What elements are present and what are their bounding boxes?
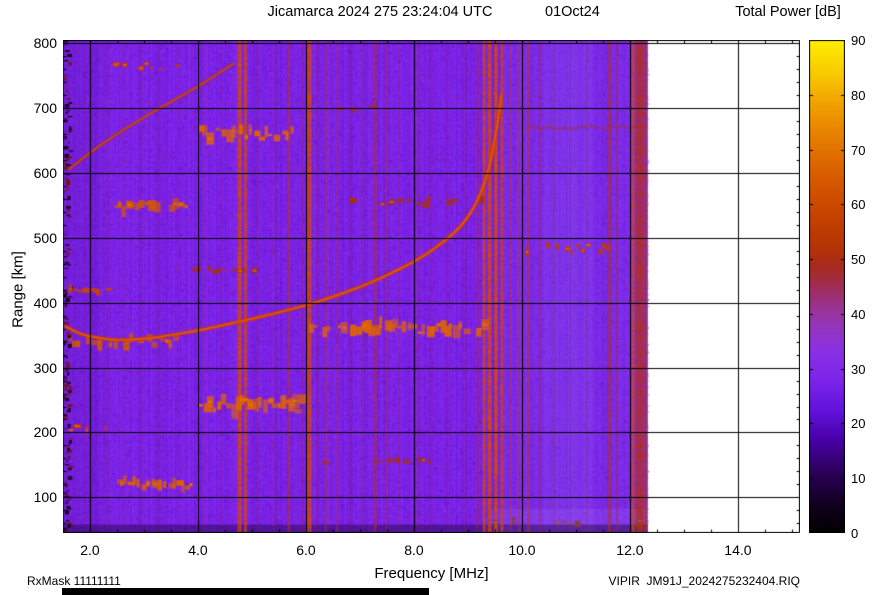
x-tick-label: 6.0 xyxy=(296,542,316,558)
colorbar-tick-label: 0 xyxy=(851,526,859,541)
x-tick-label: 12.0 xyxy=(616,542,644,558)
data-file-label: VIPIR JM91J_2024275232404.RIQ xyxy=(608,574,800,588)
x-tick-label: 8.0 xyxy=(404,542,424,558)
x-tick-label: 10.0 xyxy=(508,542,536,558)
ionogram-heatmap xyxy=(63,40,800,533)
y-tick-label: 100 xyxy=(33,489,57,506)
y-tick-label: 700 xyxy=(33,100,57,117)
colorbar-gradient xyxy=(809,40,845,533)
y-tick-label: 400 xyxy=(33,294,57,311)
x-tick-label: 4.0 xyxy=(188,542,208,558)
y-tick-label: 200 xyxy=(33,424,57,441)
x-axis-label: Frequency [MHz] xyxy=(374,565,489,582)
colorbar-tick-label: 70 xyxy=(851,142,866,158)
colorbar-title: Total Power [dB] xyxy=(735,4,841,20)
y-tick-label: 500 xyxy=(33,229,57,246)
plot-date: 01Oct24 xyxy=(545,4,600,20)
x-tick-label: 2.0 xyxy=(80,542,100,558)
y-tick-label: 600 xyxy=(33,164,57,181)
colorbar-tick-label: 60 xyxy=(851,197,866,213)
y-tick-label: 300 xyxy=(33,359,57,376)
colorbar-tick-label: 50 xyxy=(851,252,866,268)
colorbar-tick-label: 20 xyxy=(851,416,866,432)
y-tick-label: 800 xyxy=(33,35,57,52)
x-tick-label: 14.0 xyxy=(724,542,752,558)
colorbar-tick-label: 10 xyxy=(851,471,866,487)
colorbar-tick-label: 80 xyxy=(851,87,866,103)
colorbar-tick-label: 90 xyxy=(851,33,866,48)
bottom-bar xyxy=(62,588,429,595)
colorbar-tick-label: 30 xyxy=(851,361,866,377)
plot-title: Jicamarca 2024 275 23:24:04 UTC xyxy=(267,4,493,20)
rx-mask-label: RxMask 11111111 xyxy=(27,574,121,588)
y-axis-label: Range [km] xyxy=(9,251,27,328)
colorbar-tick-label: 40 xyxy=(851,306,866,322)
